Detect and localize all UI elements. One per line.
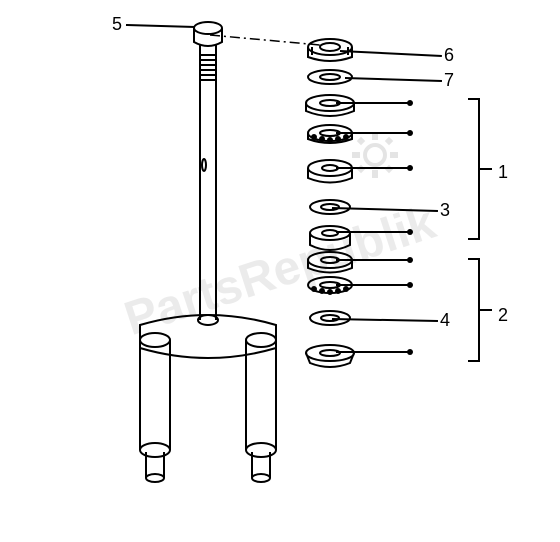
bullet-line (336, 231, 410, 233)
callout-label-7: 7 (444, 70, 454, 91)
bullet-line (336, 167, 410, 169)
bracket-tick (468, 238, 480, 240)
bracket-tick (468, 258, 480, 260)
bullet-line (336, 132, 410, 134)
callout-label-3: 3 (440, 200, 450, 221)
callout-label-5: 5 (112, 14, 122, 35)
bracket-label-1: 1 (498, 162, 508, 183)
bullet-line (336, 284, 410, 286)
bracket-mid (478, 168, 492, 170)
callout-label-4: 4 (440, 310, 450, 331)
fork-drawing (80, 20, 280, 490)
bearing-stack-drawing (270, 35, 390, 375)
bullet-line (336, 102, 410, 104)
bullet-line (336, 259, 410, 261)
bullet-line (336, 351, 410, 353)
bracket-tick (468, 98, 480, 100)
diagram-container: PartsRepublik 56734 12 (0, 0, 560, 542)
bracket-mid (478, 309, 492, 311)
bracket-tick (468, 360, 480, 362)
bracket-label-2: 2 (498, 305, 508, 326)
callout-label-6: 6 (444, 45, 454, 66)
